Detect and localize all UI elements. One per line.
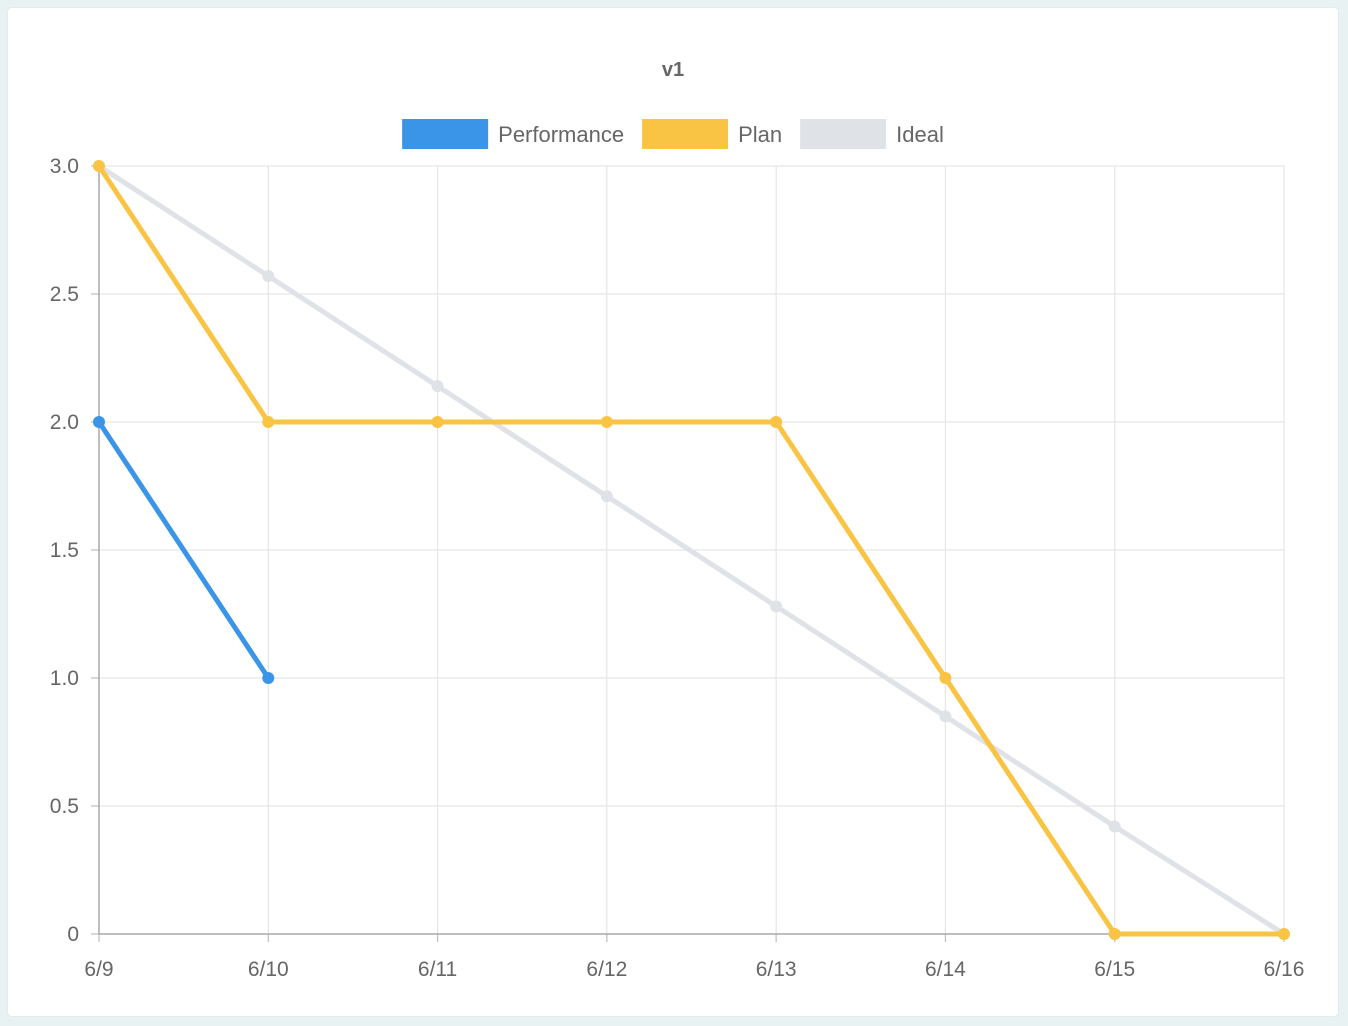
legend-item-performance[interactable]: Performance [402,119,624,149]
plan-point[interactable] [939,672,952,684]
ideal-line [96,163,1287,937]
performance-line [96,419,271,681]
ideal-point[interactable] [770,600,783,613]
plan-point[interactable] [770,416,783,428]
plan-line [96,163,1287,937]
x-tick-label: 6/12 [586,958,627,981]
y-tick-label: 0 [67,923,79,946]
x-tick-label: 6/13 [756,958,797,981]
x-tick-label: 6/11 [418,958,457,981]
legend-item-ideal[interactable]: Ideal [800,119,944,149]
x-tick-label: 6/16 [1264,958,1305,981]
plan-point[interactable] [93,160,105,172]
ideal-point[interactable] [262,270,275,283]
y-tick-label: 1.0 [50,667,79,690]
ideal-point[interactable] [431,380,444,393]
plan-point[interactable] [1278,928,1290,940]
legend-label: Ideal [896,122,944,147]
legend-label: Plan [738,122,782,147]
ideal-point[interactable] [1108,820,1121,833]
x-tick-label: 6/10 [248,958,289,981]
chart-title: v1 [662,59,684,81]
tick-labels: 0 0.5 1.0 1.5 2.0 2.5 3.0 6/9 6/10 6/11 6/12 6/13 6/… [50,155,1305,981]
axes [91,165,1285,942]
plan-point[interactable] [431,416,444,428]
y-tick-label: 2.0 [50,411,79,434]
ideal-point[interactable] [939,710,952,723]
legend-swatch [402,119,489,149]
legend[interactable]: Performance Plan Ideal [402,119,944,149]
legend-item-plan[interactable]: Plan [642,119,782,149]
legend-swatch [800,119,887,149]
legend-label: Performance [498,122,624,147]
y-tick-label: 2.5 [50,283,79,306]
performance-point[interactable] [93,416,105,428]
y-tick-label: 0.5 [50,795,79,818]
performance-point[interactable] [262,672,275,684]
x-tick-label: 6/15 [1094,958,1135,981]
plan-point[interactable] [262,416,275,428]
y-tick-label: 1.5 [50,539,79,562]
series-points [93,160,1290,940]
chart-card [8,8,1338,1016]
plan-point[interactable] [600,416,613,428]
ideal-point[interactable] [600,490,613,503]
plan-point[interactable] [1108,928,1121,940]
x-tick-label: 6/14 [925,958,966,981]
x-tick-label: 6/9 [84,958,113,981]
legend-swatch [642,119,729,149]
y-tick-label: 3.0 [50,155,79,178]
series-lines [96,163,1287,937]
